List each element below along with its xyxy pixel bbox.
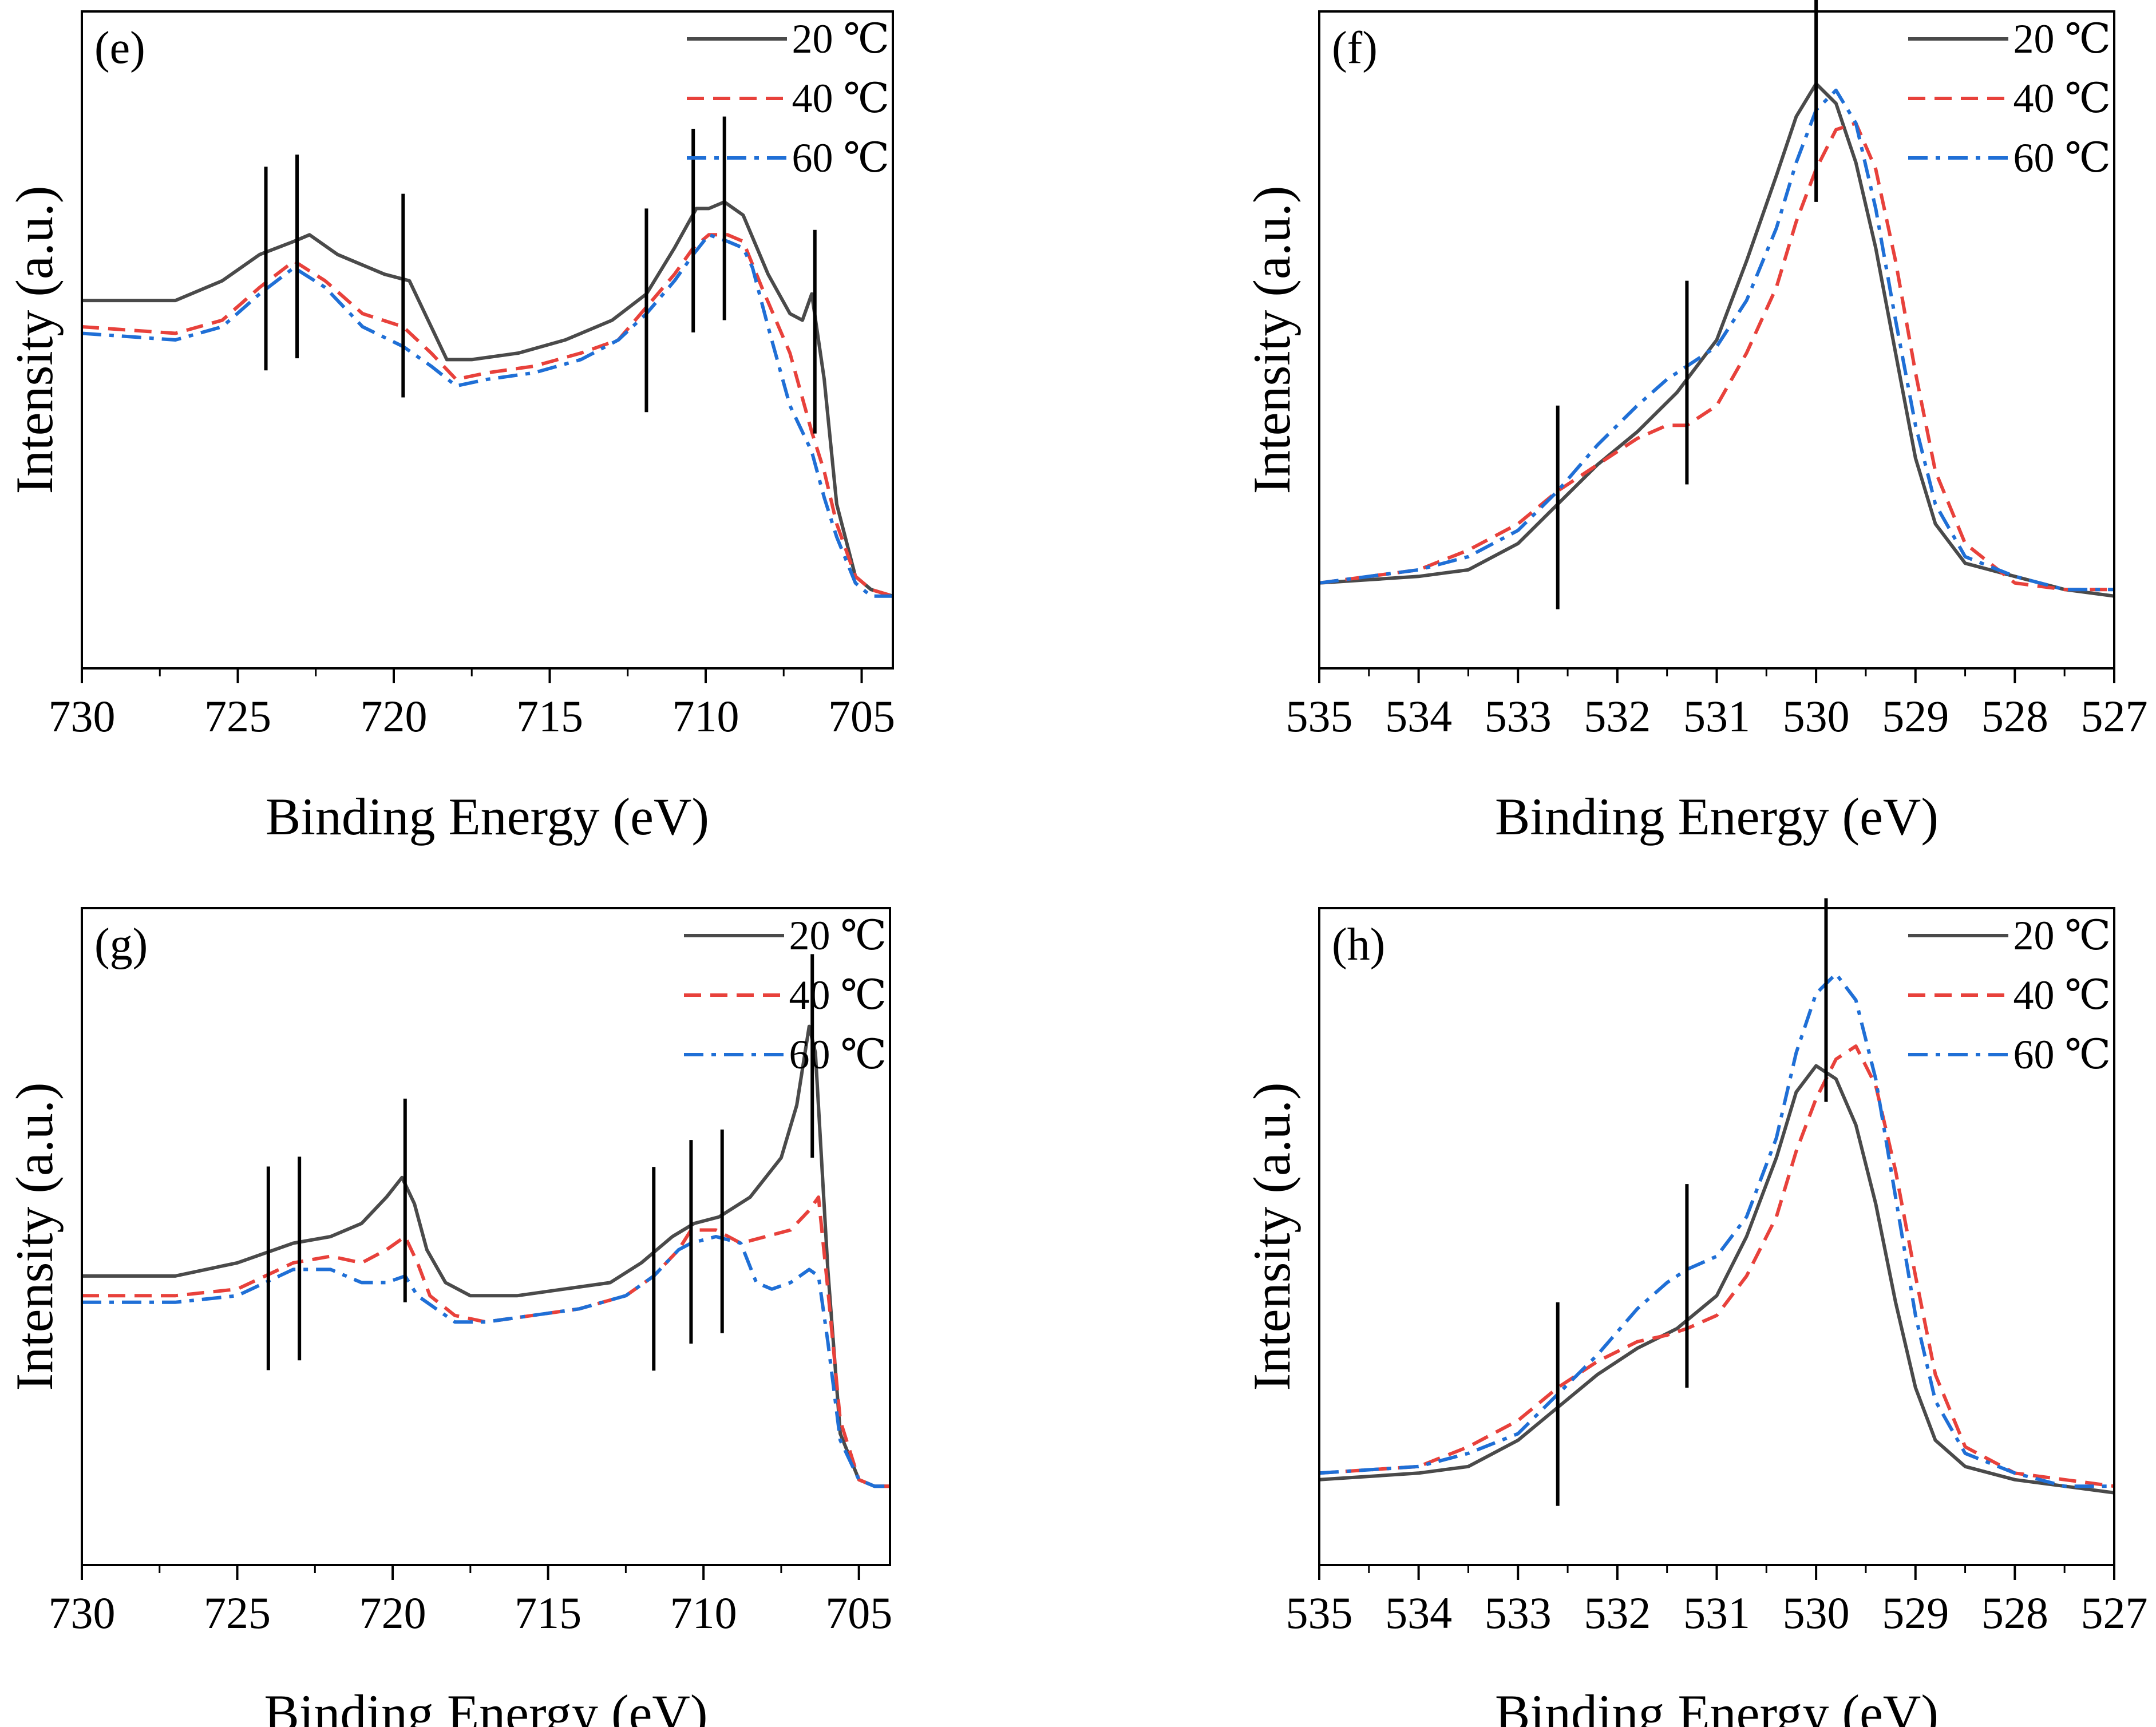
legend-label: 20 ℃: [2013, 16, 2111, 62]
series-line-2: [1319, 121, 2114, 592]
series-line-1: [82, 200, 893, 598]
legend-label: 20 ℃: [2013, 913, 2111, 958]
plot-frame: [1318, 907, 2115, 1566]
legend-label: 20 ℃: [789, 913, 887, 958]
legend-label: 20 ℃: [792, 16, 889, 62]
x-axis-title: Binding Energy (eV): [264, 1684, 707, 1727]
x-tick-label: 730: [49, 1588, 116, 1638]
x-tick-label: 527: [2081, 691, 2148, 741]
x-tick-label: 531: [1683, 691, 1750, 741]
x-axis-title: Binding Energy (eV): [1495, 787, 1939, 846]
x-tick-label: 725: [204, 691, 271, 741]
x-tick-label: 535: [1286, 691, 1353, 741]
legend-label: 40 ℃: [789, 972, 887, 1018]
series-line-1: [1319, 82, 2115, 598]
panel-label: (e): [94, 23, 145, 73]
series-line-3: [1319, 972, 2114, 1488]
y-axis-title: Intensity (a.u.): [5, 1082, 64, 1391]
x-tick-label: 528: [1981, 1588, 2048, 1638]
x-tick-label: 531: [1683, 1588, 1750, 1638]
x-tick-label: 533: [1485, 1588, 1552, 1638]
panel-label: (g): [94, 920, 148, 970]
series-line-2: [81, 233, 893, 598]
x-tick-label: 534: [1385, 1588, 1452, 1638]
series-line-2: [1319, 1044, 2115, 1488]
plot-frame: [81, 10, 894, 670]
panel-label: (f): [1332, 23, 1378, 73]
y-axis-title: Intensity (a.u.): [5, 185, 64, 494]
legend-label: 40 ℃: [792, 76, 889, 121]
x-tick-label: 530: [1783, 1588, 1850, 1638]
x-axis-title: Binding Energy (eV): [266, 787, 709, 846]
x-axis-title: Binding Energy (eV): [1495, 1684, 1939, 1727]
panel-label: (h): [1332, 920, 1385, 970]
x-tick-label: 730: [49, 691, 116, 741]
x-tick-label: 715: [516, 691, 583, 741]
x-tick-label: 725: [204, 1588, 271, 1638]
legend-label: 60 ℃: [2013, 1032, 2111, 1078]
x-tick-label: 529: [1882, 1588, 1949, 1638]
x-tick-label: 705: [825, 1588, 892, 1638]
x-tick-label: 705: [828, 691, 895, 741]
x-tick-label: 532: [1584, 1588, 1651, 1638]
plot-frame: [81, 907, 891, 1566]
legend-label: 60 ℃: [789, 1032, 887, 1078]
x-tick-label: 720: [361, 691, 428, 741]
x-tick-label: 533: [1485, 691, 1552, 741]
x-tick-label: 710: [670, 1588, 737, 1638]
legend-label: 60 ℃: [2013, 135, 2111, 181]
panel-f: 535 534 533 532 531 530 529 528 527 Binding Energ…: [1243, 0, 2148, 846]
x-tick-label: 710: [672, 691, 739, 741]
panel-e: 730 725 720 715 710 705 Binding Energy (eV) Int…: [5, 10, 895, 846]
x-tick-label: 532: [1584, 691, 1651, 741]
series-line-1: [1319, 1064, 2115, 1495]
panel-h: 535 534 533 532 531 530 529 528 527 Binding Energ…: [1243, 898, 2148, 1727]
x-tick-label: 528: [1981, 691, 2048, 741]
y-axis-title: Intensity (a.u.): [1243, 185, 1301, 494]
x-tick-label: 529: [1882, 691, 1949, 741]
y-axis-title: Intensity (a.u.): [1243, 1082, 1301, 1391]
series-line-2: [82, 1195, 890, 1488]
x-tick-label: 530: [1783, 691, 1850, 741]
x-tick-label: 720: [359, 1588, 426, 1638]
panel-g: 730 725 720 715 710 705 Binding Energy (eV) Int…: [5, 907, 892, 1727]
x-tick-label: 715: [515, 1588, 581, 1638]
x-tick-label: 534: [1385, 691, 1452, 741]
series-line-3: [82, 1235, 890, 1488]
legend-label: 60 ℃: [792, 135, 889, 181]
x-tick-label: 535: [1286, 1588, 1353, 1638]
legend-label: 40 ℃: [2013, 76, 2111, 121]
series-line-3: [1319, 88, 2114, 592]
series-line-1: [82, 1024, 890, 1488]
legend-label: 40 ℃: [2013, 972, 2111, 1018]
x-tick-label: 527: [2081, 1588, 2148, 1638]
